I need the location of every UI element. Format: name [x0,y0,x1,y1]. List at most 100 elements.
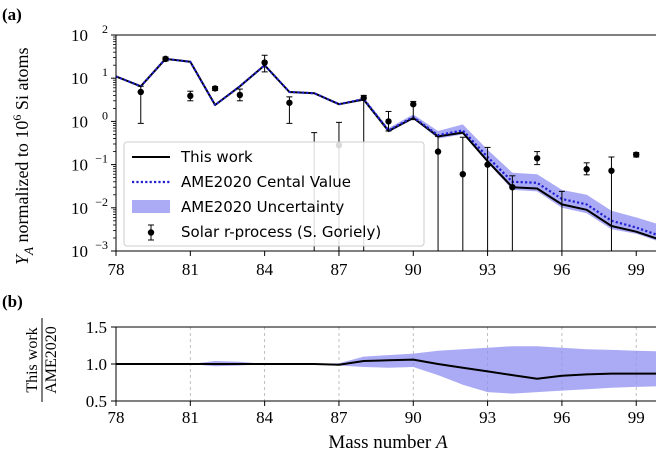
x-tick-label: 78 [108,260,125,279]
solar-point-81 [187,90,194,102]
ratio-line [116,358,656,380]
ame2020-uncertainty-band [116,58,656,241]
y-tick-label: 10 [71,112,88,131]
solar-point-91 [434,135,442,251]
panel-a: (a) YA normalized to 106 Si atoms 10 −310… [2,5,656,279]
x-tick-label: 84 [256,260,274,279]
solar-point-99 [633,151,640,158]
panel-a-label: (a) [2,5,22,24]
uncertainty-band [116,58,656,241]
ylabel-denominator: AME2020 [43,326,60,394]
y-tick-label: 10 [71,242,88,261]
panel-b-ylabel: This work AME2020 [24,318,60,402]
solar-point-98 [608,156,615,251]
y-ticks: 0.5 1.0 1.5 [86,318,116,411]
legend-label-this-work: This work [180,148,253,166]
x-tick-label: 87 [330,408,348,427]
x-tick-label: 90 [405,260,422,279]
point-marker [162,55,169,63]
ylabel-text-end: Si atoms [12,48,32,115]
x-tick-label: 93 [479,408,496,427]
xlabel-var: A [434,432,448,453]
y-tick-label: 10 [71,69,88,88]
point-marker [608,167,615,174]
y-tick-exponent: −1 [95,152,108,166]
y-tick-exponent: 2 [102,22,108,36]
y-tick-exponent: −2 [95,195,108,209]
solar-point-97 [583,162,590,176]
series-ame2020-central [115,57,656,236]
y-tick-label: 0.5 [86,392,107,411]
x-tick-label: 90 [405,408,422,427]
y-tick-exponent: 0 [102,108,108,122]
x-tick-label: 96 [553,408,570,427]
ylabel-exp: 6 [10,115,24,121]
x-tick-label: 93 [479,260,496,279]
point-marker [509,183,516,191]
y-tick-label: 1.5 [86,318,107,337]
x-tick-label: 96 [553,260,570,279]
x-tick-label: 81 [182,408,199,427]
legend-swatch-ame-uncertainty [132,200,170,213]
ylabel-numerator: This work [24,327,41,392]
solar-point-89 [385,110,392,132]
ylabel-y-sub: A [21,247,36,256]
ratio-band [116,346,656,394]
legend: This work AME2020 Cental Value AME2020 U… [123,141,425,247]
legend-label-ame-uncertainty: AME2020 Uncertainty [181,198,344,216]
point-marker [360,94,367,102]
solar-point-93 [484,146,491,251]
ratio-series [116,358,656,380]
point-marker [633,151,640,158]
ratio-uncertainty-band [116,346,656,394]
panel-a-frame [115,34,656,252]
legend-box [123,141,425,247]
solar-point-92 [459,136,467,251]
xlabel-text: Mass number [328,432,436,453]
solar-point-80 [162,55,169,63]
point-marker [434,148,442,155]
solar-point-90 [410,100,417,121]
point-marker [533,155,541,162]
ylabel-y: Y [12,253,32,265]
point-marker [187,92,194,100]
y-tick-label: 10 [71,199,88,218]
solar-point-95 [533,151,541,166]
solar-point-84 [261,54,268,73]
point-marker [410,101,417,108]
panel-b-label: (b) [2,292,23,311]
solar-point-79 [137,85,144,124]
x-tick-label: 87 [330,260,348,279]
solar-point-82 [211,85,219,92]
point-marker [137,88,144,96]
legend-label-solar: Solar r-process (S. Goriely) [181,223,381,241]
x-tick-label: 99 [628,408,645,427]
x-tick-label: 84 [256,408,274,427]
y-tick-label: 10 [71,156,88,175]
solar-point-83 [236,88,244,102]
panel-b: (b) This work AME2020 0.5 1.0 1.5 78 81 84 87… [2,292,656,453]
x-ticks: 78 81 84 87 90 93 96 99 [108,401,645,427]
x-ticks: 78 81 84 87 90 93 96 99 [108,251,645,279]
point-marker [261,59,268,66]
legend-label-ame-central: AME2020 Cental Value [181,173,351,191]
y-tick-exponent: 1 [102,65,108,79]
x-tick-label: 99 [628,260,645,279]
point-marker [484,161,491,168]
point-marker [385,118,392,125]
y-tick-label: 10 [71,26,88,45]
y-tick-exponent: −3 [95,238,108,252]
solar-point-94 [509,175,516,251]
point-marker [236,91,244,99]
point-marker [211,85,219,92]
panel-b-xlabel: Mass number A [328,432,448,453]
y-tick-label: 1.0 [86,355,107,374]
point-marker [583,166,590,173]
point-marker [459,170,467,178]
solar-point-85 [286,96,293,124]
ylabel-text: normalized to 10 [12,121,32,247]
x-tick-label: 81 [182,260,199,279]
panel-a-ylabel: YA normalized to 106 Si atoms [10,48,36,265]
solar-point-96 [558,190,565,251]
